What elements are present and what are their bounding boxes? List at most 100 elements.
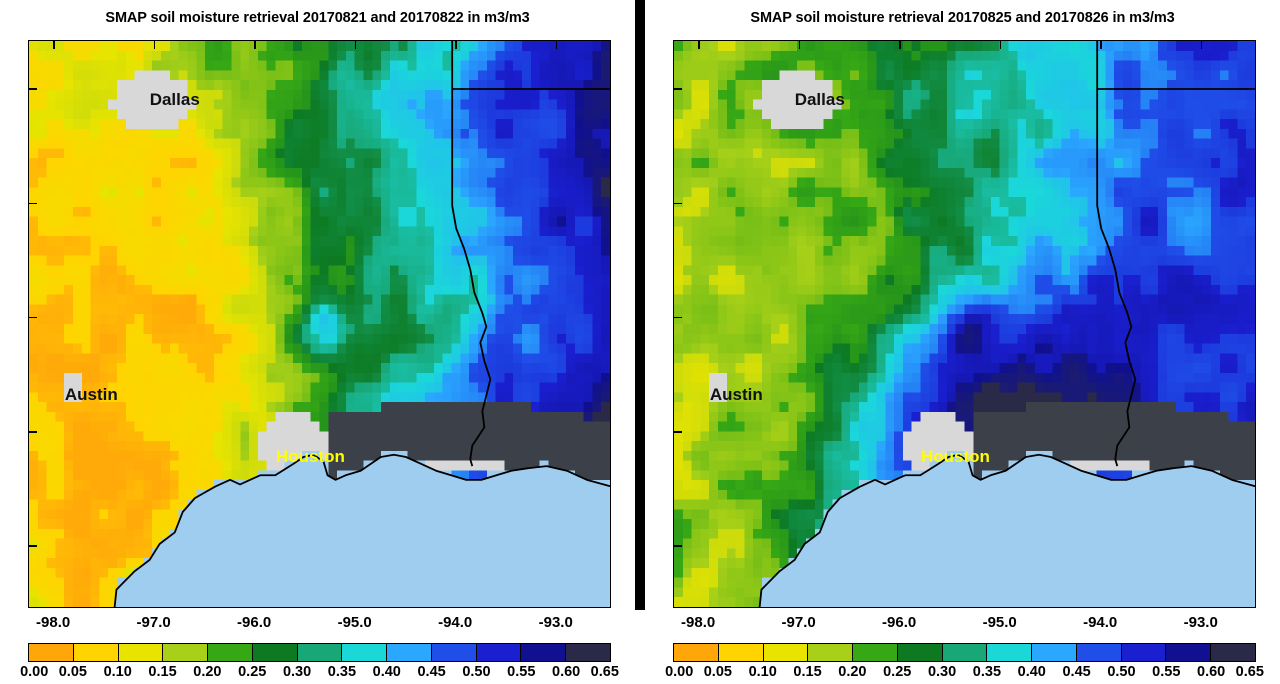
colorbar-segment [73,644,119,661]
colorbar-tick-label: 0.00 [665,664,694,680]
x-axis-tick-top [798,41,801,49]
colorbar-segment [387,644,432,661]
y-axis-tick-inner [29,202,37,205]
colorbar-tick-label: 0.25 [238,664,267,680]
x-axis-tick [1100,607,1102,608]
x-axis-tick [799,607,801,608]
coastline [758,453,1255,607]
colorbar-segment [987,644,1033,661]
x-axis-tick-top [53,41,55,49]
city-label-houston: Houston [275,447,345,466]
colorbar-segment [942,644,988,661]
x-axis-label: -97.0 [781,614,816,631]
panel-left-colorbar-ticks: 0.00 0.05 0.10 0.15 0.20 0.25 0.30 0.35 0.40 0.45… [20,662,619,684]
colorbar-tick-label: 0.05 [703,664,732,680]
x-axis-label: -95.0 [982,614,1017,631]
x-axis-label: -95.0 [337,614,372,631]
city-label-austin: Austin [709,385,763,405]
colorbar-tick-label: 0.35 [327,664,357,680]
colorbar-tick-label: 0.25 [883,664,912,680]
colorbar-segment [808,644,854,661]
colorbar-tick-label: 0.15 [793,664,822,680]
x-axis-tick-top [1100,41,1102,49]
panel-right-colorbar: 0.00 0.05 0.10 0.15 0.20 0.25 0.30 0.35 0.40 0.45… [665,643,1264,684]
x-axis-label: -98.0 [681,614,716,631]
x-axis-tick [556,607,558,608]
colorbar-segment [897,644,943,661]
panel-left-colorbar: 0.00 0.05 0.10 0.15 0.20 0.25 0.30 0.35 0.40 0.45… [20,643,619,684]
y-axis-tick-inner [29,316,37,319]
gulf-of-mexico-water [759,454,1255,607]
colorbar-segment [342,644,388,661]
colorbar-segment [208,644,253,661]
panel-right-colorbar-strip [673,643,1256,662]
x-axis-tick [355,607,357,608]
colorbar-tick-label: 0.20 [838,664,867,680]
x-axis-label: -93.0 [538,614,573,631]
x-axis-tick-top [254,41,256,49]
colorbar-segment [1076,644,1122,661]
colorbar-tick-label: 0.50 [1107,664,1136,680]
y-axis-tick-inner [674,545,682,547]
colorbar-tick-label: 0.60 [1197,664,1226,680]
x-axis-tick-top [455,41,457,49]
colorbar-tick-label: 0.65 [1235,664,1264,680]
colorbar-tick-label: 0.20 [193,664,222,680]
y-axis-tick-inner [674,202,682,205]
map-vector-layer [758,41,1255,607]
panel-left-title: SMAP soil moisture retrieval 20170821 an… [105,10,530,26]
y-axis-tick-inner [29,545,37,547]
colorbar-tick-label: 0.60 [552,664,581,680]
y-axis-tick-inner [29,431,37,433]
x-axis-label: -96.0 [882,614,917,631]
colorbar-tick-label: 0.45 [417,664,446,680]
state-border-louisiana [451,41,492,467]
panel-right-colorbar-ticks: 0.00 0.05 0.10 0.15 0.20 0.25 0.30 0.35 0.40 0.45… [665,662,1264,684]
colorbar-tick-label: 0.00 [20,664,49,680]
colorbar-segment [163,644,209,661]
panel-left-colorbar-strip [28,643,611,662]
x-axis-tick-top [354,41,357,49]
x-axis-label: -94.0 [1083,614,1118,631]
y-axis-tick-inner [29,88,37,90]
colorbar-tick-label: 0.10 [748,664,777,680]
colorbar-segment [1166,644,1212,661]
panel-left: SMAP soil moisture retrieval 20170821 an… [0,0,635,684]
panel-divider [635,0,645,610]
colorbar-segment [1032,644,1077,661]
y-axis-tick-inner [674,431,682,433]
colorbar-segment [252,644,298,661]
x-axis-label: -98.0 [36,614,71,631]
map-vector-layer [113,41,610,607]
panel-left-plot[interactable]: 3332313029DallasAustinHouston [28,40,611,608]
colorbar-segment [763,644,809,661]
x-axis-tick-top [555,41,558,49]
colorbar-tick-label: 0.40 [1017,664,1046,680]
colorbar-tick-label: 0.55 [507,664,536,680]
colorbar-tick-label: 0.15 [148,664,177,680]
x-axis-tick [53,607,55,608]
panel-left-vectors [29,41,610,607]
colorbar-tick-label: 0.30 [282,664,312,680]
city-label-austin: Austin [64,385,118,405]
colorbar-segment [1121,644,1167,661]
panel-right: SMAP soil moisture retrieval 20170825 an… [645,0,1280,684]
colorbar-segment [476,644,522,661]
x-axis-label: -94.0 [438,614,473,631]
y-axis-tick-inner [674,88,682,90]
x-axis-tick [899,607,901,608]
x-axis-tick [1201,607,1203,608]
coastline [113,453,610,607]
panel-right-plot[interactable]: 3332313029DallasAustinHouston [673,40,1256,608]
x-axis-tick-top [899,41,901,49]
x-axis-tick-top [1200,41,1203,49]
state-border-louisiana [1096,41,1137,467]
panel-right-vectors [674,41,1255,607]
colorbar-segment [297,644,343,661]
colorbar-tick-label: 0.05 [58,664,87,680]
colorbar-tick-label: 0.10 [103,664,132,680]
colorbar-tick-label: 0.45 [1062,664,1091,680]
x-axis-tick [1000,607,1002,608]
colorbar-tick-label: 0.30 [927,664,957,680]
